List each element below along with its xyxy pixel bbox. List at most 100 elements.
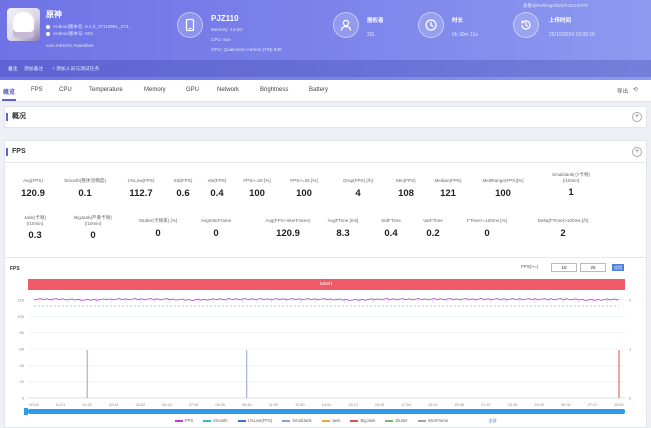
history-icon <box>513 12 539 38</box>
metric-value: 0.4 <box>210 187 224 199</box>
legend-swatch <box>203 419 212 422</box>
chart-zoom-scrollbar[interactable] <box>24 408 625 415</box>
metric-cell: Jank(卡顿) (/10min) 0.3 <box>3 215 67 241</box>
overview-panel <box>4 106 647 128</box>
legend-item[interactable]: Smooth <box>203 418 228 423</box>
metric-label: 1%Low(FPS) <box>127 178 155 183</box>
stat-upload-title: 上传时间 <box>549 18 572 24</box>
app-name: 原神 <box>46 10 62 19</box>
metric-value: 2 <box>560 227 566 239</box>
fps-max-input[interactable]: 25 <box>580 263 606 272</box>
legend-label: 1%Low(FPS) <box>247 418 273 423</box>
metric-value: 0 <box>90 230 96 241</box>
app-avatar <box>7 8 40 41</box>
legend-item[interactable]: Stutter <box>385 418 408 423</box>
app-header: 原神 Android版本名: 5.1.0_27110891_272... And… <box>0 0 651 80</box>
refresh-icon[interactable]: ⟲ <box>633 87 638 93</box>
tab-temperature[interactable]: Temperature <box>89 87 123 93</box>
legend-swatch <box>237 419 246 422</box>
metric-label: AvgFTime [ms] <box>327 218 359 223</box>
metric-value: 1 <box>568 187 574 198</box>
metric-cell: AvgInterFrame 0 <box>184 218 248 239</box>
legend-item[interactable]: SmallJank <box>282 418 312 423</box>
metric-cell: VarFTime 0.2 <box>401 218 465 239</box>
event-bar: label1 <box>28 279 625 290</box>
legend-item[interactable]: BigJank <box>350 418 375 423</box>
legend-swatch <box>282 419 291 422</box>
legend-item[interactable]: 1%Low(FPS) <box>237 418 273 423</box>
tab-overview[interactable]: 概览 <box>3 90 16 96</box>
user-icon <box>333 12 359 38</box>
metric-value: 0.3 <box>28 230 42 241</box>
tab-gpu[interactable]: GPU <box>186 87 200 93</box>
metric-cell: FPS>=18 [%] 100 <box>225 178 289 199</box>
metric-value: 100 <box>249 187 265 199</box>
tab-battery[interactable]: Battery <box>309 87 329 93</box>
metric-cell: FTime>=100ms [%] 0 <box>455 218 519 239</box>
divider <box>4 162 647 163</box>
note-label: 备注 <box>8 67 18 72</box>
tab-brightness[interactable]: Brightness <box>260 87 289 93</box>
note-bar: 备注 添加备注 + 添加人员与测试任务 <box>0 60 651 77</box>
apply-button[interactable]: 应用 <box>612 264 624 271</box>
metric-cell: Min(FPS) 108 <box>374 178 438 199</box>
stat-duration-title: 时长 <box>452 18 464 24</box>
tab-fps[interactable]: FPS <box>31 87 43 93</box>
metric-label: VarFTime <box>423 218 443 223</box>
metric-cell: Stutter(卡顿率) [%] 0 <box>126 218 190 239</box>
zoom-reset-button[interactable]: 全部 <box>488 418 497 423</box>
overview-expand-icon[interactable]: + <box>632 112 642 122</box>
legend-item[interactable]: InterFrame <box>417 418 449 423</box>
fps-min-input[interactable]: 18 <box>551 263 577 272</box>
metric-label: Drop(FPS) [/h] <box>343 178 373 183</box>
metric-cell: SmallJank(小卡顿) (/10min) 1 <box>539 172 603 198</box>
legend-label: InterFrame <box>427 418 449 423</box>
metric-cell: 1%Low(FPS) 112.7 <box>109 178 173 199</box>
clock-icon <box>418 12 444 38</box>
metric-cell: StdFTime 0.4 <box>359 218 423 239</box>
metric-label: Var(FPS) <box>207 178 227 183</box>
metric-cell: AvgFTime [ms] 8.3 <box>311 218 375 239</box>
fps-title: FPS <box>6 148 26 156</box>
export-button[interactable]: 导出 <box>617 89 629 95</box>
metric-label: Avg(FPS) <box>23 178 43 183</box>
overview-title: 概况 <box>6 113 26 121</box>
metric-value: 121 <box>440 187 456 199</box>
stat-user-value: 20L <box>367 32 376 38</box>
metric-label: StdFTime <box>381 218 401 223</box>
active-tab-underline <box>2 99 16 101</box>
tab-memory[interactable]: Memory <box>144 87 166 93</box>
legend-label: SmallJank <box>292 418 312 423</box>
metric-label: BigJank(严重卡顿) (/10min) <box>74 215 112 226</box>
metric-value: 0 <box>484 227 490 239</box>
share-link[interactable]: 查看@PerfDog/2024/PJZ110FPS <box>523 3 588 8</box>
metric-cell: Var(FPS) 0.4 <box>185 178 249 199</box>
legend-label: Smooth <box>213 418 228 423</box>
metric-label: Delta(FTime)>100ms [/h] <box>537 218 589 223</box>
fps-filter-label: FPS(>=) <box>521 264 539 269</box>
stat-upload-value: 25/10/2024 18:08:16 <box>549 32 595 38</box>
metric-label: Stutter(卡顿率) [%] <box>138 218 178 223</box>
metric-cell: Avg(FPS) 120.9 <box>1 178 65 199</box>
metric-cell: MedRange(FPS)[%] 100 <box>471 178 535 199</box>
metric-cell: Drop(FPS) [/h] 4 <box>326 178 390 199</box>
metric-value: 0 <box>155 227 161 239</box>
chart-legend: FPS Smooth 1%Low(FPS) SmallJank Jank BigJank S… <box>175 418 497 424</box>
metric-value: 0.1 <box>78 187 92 199</box>
legend-label: BigJank <box>360 418 376 423</box>
tab-network[interactable]: Network <box>217 87 240 93</box>
metric-cell: FPS>=25 [%] 100 <box>272 178 336 199</box>
metric-label: Min(FPS) <box>396 178 416 183</box>
note-input[interactable]: 添加备注 <box>24 67 44 72</box>
fps-collapse-icon[interactable]: + <box>632 147 642 157</box>
legend-item[interactable]: FPS <box>175 418 193 423</box>
add-member-link[interactable]: + 添加人员与测试任务 <box>52 67 100 72</box>
legend-label: FPS <box>185 418 194 423</box>
tab-cpu[interactable]: CPU <box>59 87 72 93</box>
legend-label: Stutter <box>395 418 408 423</box>
metric-value: 4 <box>355 187 361 199</box>
metric-label: FPS>=25 [%] <box>290 178 318 183</box>
legend-item[interactable]: Jank <box>321 418 340 423</box>
device-gpu: GPU: Qualcomm Adreno (TM) 830 <box>211 47 282 52</box>
stat-duration-value: 0h 30m 11s <box>452 32 478 38</box>
